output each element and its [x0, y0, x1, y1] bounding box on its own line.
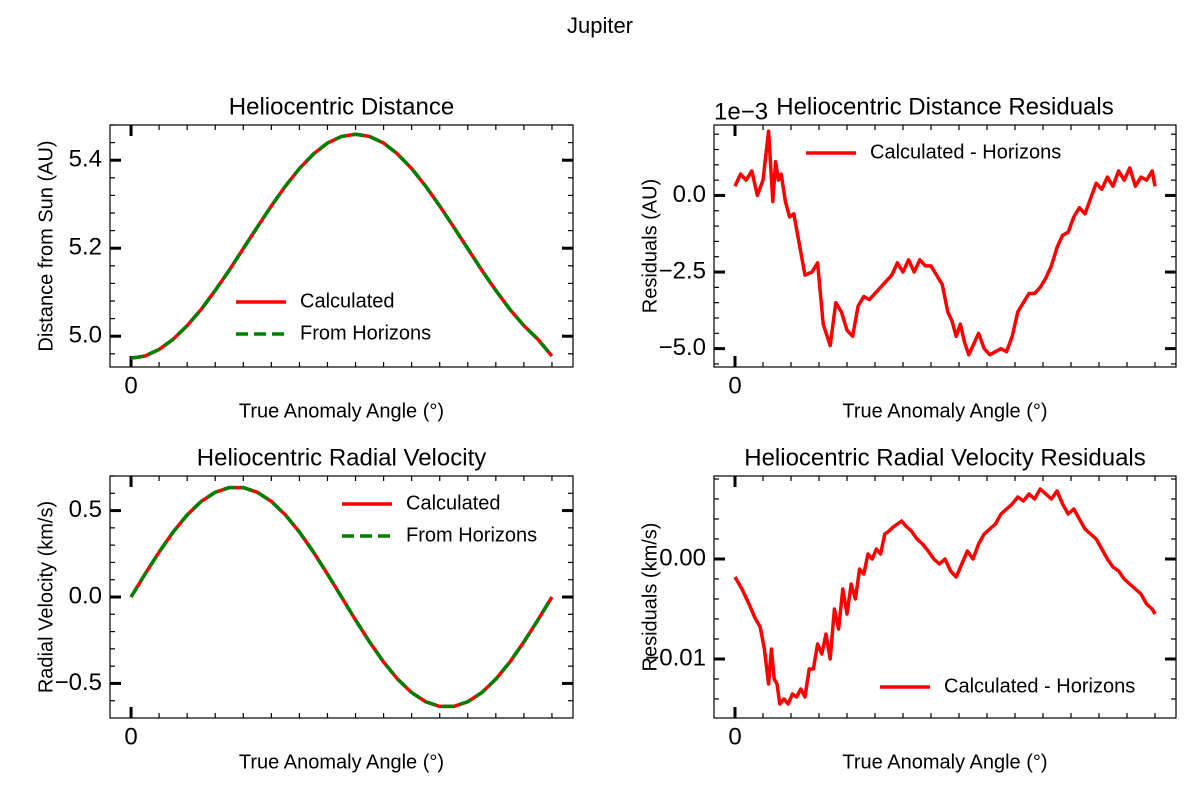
y-tick-label: 0.0 — [69, 582, 102, 609]
x-tick-label: 0 — [124, 372, 137, 399]
y-axis-label: Distance from Sun (AU) — [35, 140, 57, 351]
chart-radial_velocity: 0.5 0.0 −0.5 0 Heliocentric Radial Velocity T… — [35, 444, 574, 773]
chart-title: Heliocentric Radial Velocity Residuals — [744, 444, 1146, 471]
y-tick-label: 0.0 — [673, 181, 706, 208]
series-group — [130, 132, 554, 360]
y-tick-label: −2.5 — [659, 257, 706, 284]
y-axis-label: Radial Velocity (km/s) — [35, 501, 57, 693]
y-tick-label: 0.5 — [69, 496, 102, 523]
series-group — [733, 487, 1157, 706]
legend-label: Calculated - Horizons — [870, 141, 1061, 163]
axes-frame — [109, 475, 574, 719]
y-tick-label: −0.01 — [645, 644, 706, 671]
y-offset-text: 1e−3 — [714, 98, 768, 125]
y-tick-label: −5.0 — [659, 334, 706, 361]
x-axis-label: True Anomaly Angle (°) — [239, 751, 444, 773]
x-tick-label: 0 — [728, 372, 741, 399]
series-line-calculated-horizons — [733, 129, 1157, 357]
legend-label: Calculated — [300, 290, 395, 312]
legend-label: Calculated — [406, 492, 501, 514]
chart-radial_velocity_residuals: 0.00 −0.01 0 Heliocentric Radial Velocity R… — [639, 444, 1177, 773]
chart-title: Heliocentric Radial Velocity — [197, 444, 486, 471]
axes-frame — [713, 124, 1177, 368]
x-axis-label: True Anomaly Angle (°) — [842, 751, 1047, 773]
figure-suptitle: Jupiter — [567, 13, 633, 38]
series-group — [129, 485, 554, 709]
x-tick-label: 0 — [728, 723, 741, 750]
legend-label: From Horizons — [406, 524, 537, 546]
series-line-from-horizons — [129, 485, 554, 709]
y-tick-label: 5.0 — [69, 322, 102, 349]
y-tick-label: 0.00 — [659, 544, 706, 571]
y-tick-label: −0.5 — [55, 669, 102, 696]
x-axis-label: True Anomaly Angle (°) — [239, 400, 444, 422]
x-axis-label: True Anomaly Angle (°) — [842, 400, 1047, 422]
legend-label: Calculated - Horizons — [944, 675, 1135, 697]
series-line-calculated-horizons — [733, 487, 1157, 706]
series-group — [733, 129, 1157, 357]
series-line-from-horizons — [130, 132, 554, 360]
y-axis-label: Residuals (AU) — [639, 179, 661, 313]
y-tick-label: 5.4 — [69, 146, 102, 173]
axes-frame — [713, 475, 1177, 719]
chart-distance: 5.0 5.2 5.4 0 Heliocentric Distance True Anom… — [35, 93, 574, 422]
y-tick-label: 5.2 — [69, 234, 102, 261]
x-tick-label: 0 — [124, 723, 137, 750]
chart-title: Heliocentric Distance — [229, 93, 454, 120]
axes-frame — [109, 124, 574, 368]
y-axis-label: Residuals (km/s) — [639, 523, 661, 672]
chart-distance_residuals: 0.0 −2.5 −5.0 0 Heliocentric Distance Residu… — [639, 93, 1177, 422]
chart-title: Heliocentric Distance Residuals — [776, 93, 1113, 120]
legend-label: From Horizons — [300, 322, 431, 344]
